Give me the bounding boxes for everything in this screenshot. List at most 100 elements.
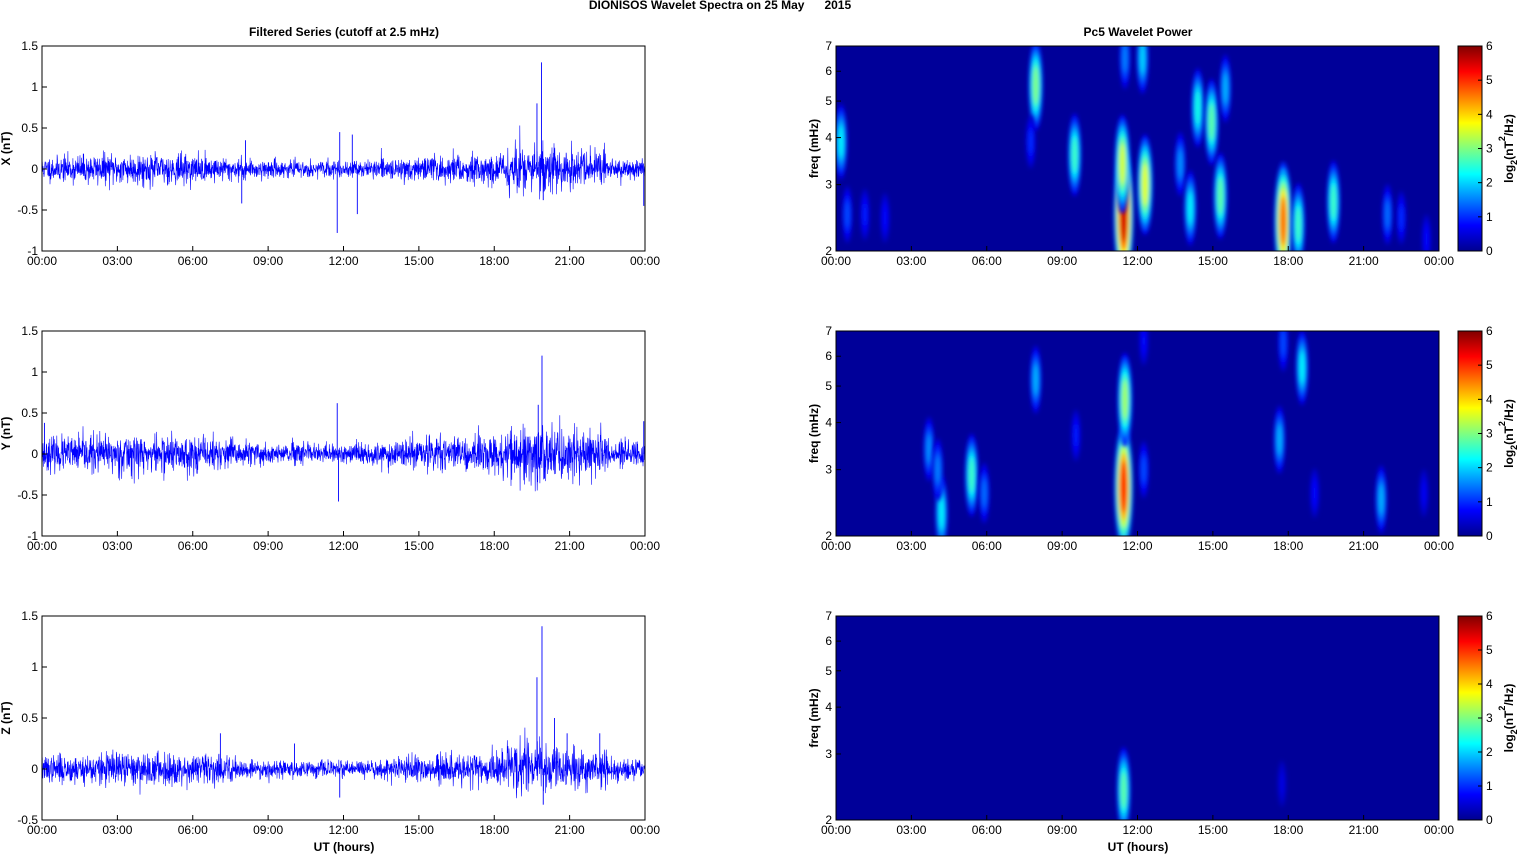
colorbar-tick-label: 0 — [1486, 529, 1493, 543]
line-xtick-label: 00:00 — [630, 254, 660, 268]
heat-xtick-label: 00:00 — [1424, 539, 1454, 553]
colorbar-tick-label: 6 — [1486, 609, 1493, 623]
ytick-label: 1.5 — [21, 324, 38, 338]
line-xtick-label: 12:00 — [328, 254, 358, 268]
heat-xtick-label: 18:00 — [1273, 539, 1303, 553]
power-blob — [1295, 331, 1309, 406]
line-xtick-label: 03:00 — [102, 254, 132, 268]
freq-tick-label: 5 — [825, 664, 832, 678]
freq-tick-label: 4 — [825, 131, 832, 145]
heatmap-background — [836, 616, 1439, 820]
y-axis-label: Z (nT) — [0, 701, 13, 734]
line-xtick-label: 00:00 — [630, 539, 660, 553]
figure-title: DIONISOS Wavelet Spectra on 25 May 2015 — [589, 0, 852, 12]
heat-xtick-label: 21:00 — [1349, 823, 1379, 837]
colorbar-tick-label: 6 — [1486, 39, 1493, 53]
power-blob — [836, 103, 848, 180]
freq-tick-label: 5 — [825, 379, 832, 393]
ytick-label: 0 — [31, 447, 38, 461]
plot-area — [42, 46, 645, 251]
line-xtick-label: 12:00 — [328, 823, 358, 837]
power-blob — [1114, 423, 1133, 536]
heat-xtick-label: 21:00 — [1349, 254, 1379, 268]
heat-xtick-label: 15:00 — [1198, 539, 1228, 553]
heat-xtick-label: 03:00 — [896, 539, 926, 553]
power-blob — [1375, 465, 1388, 534]
power-blob — [842, 185, 853, 244]
power-blob — [1067, 113, 1082, 197]
line-xtick-label: 03:00 — [102, 539, 132, 553]
heat-xtick-label: 00:00 — [821, 539, 851, 553]
colorbar-tick-label: 5 — [1486, 643, 1493, 657]
heat-xtick-label: 15:00 — [1198, 254, 1228, 268]
right-column-title: Pc5 Wavelet Power — [1084, 25, 1193, 39]
line-xtick-label: 12:00 — [328, 539, 358, 553]
line-xtick-label: 15:00 — [404, 539, 434, 553]
heat-xtick-label: 12:00 — [1122, 539, 1152, 553]
left-xlabel: UT (hours) — [314, 840, 375, 854]
colorbar-tick-label: 4 — [1486, 677, 1493, 691]
freq-tick-label: 3 — [825, 178, 832, 192]
freq-axis-label: freq (mHz) — [807, 119, 821, 178]
ytick-label: 1 — [31, 660, 38, 674]
ytick-label: -1 — [27, 529, 38, 543]
ytick-label: 1 — [31, 365, 38, 379]
y-axis-label: Y (nT) — [0, 417, 13, 451]
ytick-label: 0.5 — [21, 711, 38, 725]
freq-tick-label: 4 — [825, 416, 832, 430]
power-blob — [1117, 352, 1133, 447]
power-blob — [932, 438, 944, 502]
line-xtick-label: 06:00 — [178, 823, 208, 837]
colorbar-tick-label: 5 — [1486, 358, 1493, 372]
colorbar-label: log2(nT2/Hz) — [1497, 114, 1519, 183]
freq-tick-label: 4 — [825, 700, 832, 714]
power-blob — [1137, 134, 1153, 236]
freq-tick-label: 6 — [825, 349, 832, 363]
power-blob — [1028, 46, 1043, 131]
power-blob — [1025, 114, 1036, 169]
plot-area — [42, 616, 645, 820]
line-xtick-label: 00:00 — [630, 823, 660, 837]
colorbar-tick-label: 2 — [1486, 745, 1493, 759]
power-blob — [880, 192, 890, 243]
line-xtick-label: 03:00 — [102, 823, 132, 837]
colorbar-tick-label: 3 — [1486, 142, 1493, 156]
power-blob — [1309, 467, 1320, 519]
line-xtick-label: 15:00 — [404, 823, 434, 837]
line-xtick-label: 06:00 — [178, 254, 208, 268]
colorbar-tick-label: 2 — [1486, 461, 1493, 475]
line-xtick-label: 00:00 — [27, 539, 57, 553]
right-xlabel: UT (hours) — [1108, 840, 1169, 854]
colorbar-tick-label: 2 — [1486, 176, 1493, 190]
series-y-trace — [41, 415, 646, 492]
power-blob — [1138, 331, 1149, 366]
freq-tick-label: 2 — [825, 813, 832, 827]
heat-xtick-label: 00:00 — [1424, 254, 1454, 268]
y-axis-label: X (nT) — [0, 132, 13, 166]
power-blob — [1291, 183, 1305, 251]
wavelet-y-panel: 2 3 4 5 6 7 00:00 03:00 06:00 09:00 12:00 15:00 18:0… — [807, 324, 1519, 553]
line-xtick-label: 18:00 — [479, 823, 509, 837]
power-blob — [1277, 760, 1287, 808]
colorbar-tick-label: 5 — [1486, 73, 1493, 87]
timeseries-y-panel: -1 -0.5 0 0.5 1 1.5 00:00 03:00 06:00 09:00 12:00 1… — [0, 324, 660, 553]
power-blob — [923, 416, 935, 482]
power-blob — [1136, 46, 1149, 95]
ytick-label: 1.5 — [21, 39, 38, 53]
power-blob — [1191, 68, 1205, 148]
heat-xtick-label: 12:00 — [1122, 823, 1152, 837]
colorbar-tick-label: 3 — [1486, 427, 1493, 441]
series-x-trace — [41, 125, 646, 200]
heat-xtick-label: 15:00 — [1198, 823, 1228, 837]
freq-tick-label: 7 — [825, 609, 832, 623]
power-blob — [1029, 345, 1042, 414]
power-blob — [859, 188, 870, 241]
power-blob — [1071, 409, 1081, 462]
heat-xtick-label: 12:00 — [1122, 254, 1152, 268]
power-blob — [1396, 190, 1407, 245]
heatmap-cells — [923, 331, 1429, 536]
power-blob — [1273, 405, 1286, 475]
freq-axis-label: freq (mHz) — [807, 688, 821, 747]
power-blob — [1119, 46, 1131, 90]
freq-tick-label: 2 — [825, 529, 832, 543]
